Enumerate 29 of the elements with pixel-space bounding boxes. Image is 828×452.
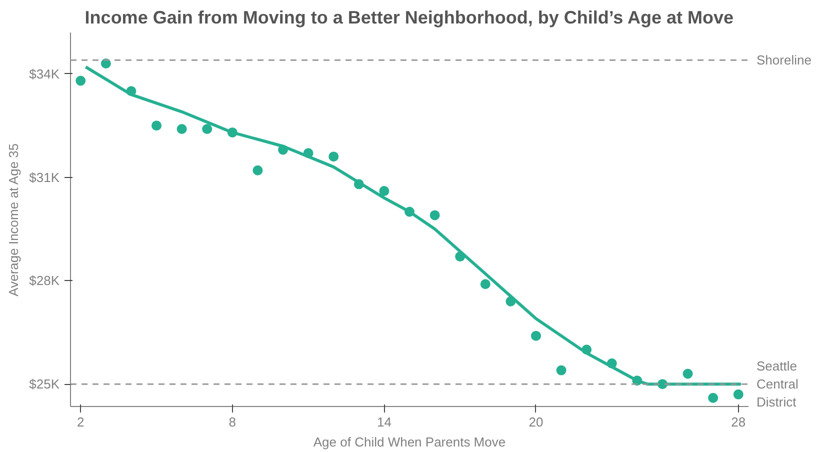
line-series [84, 65, 742, 386]
y-tick-label: $34K [29, 66, 60, 82]
point [76, 76, 86, 86]
point [379, 186, 390, 196]
point [708, 392, 718, 403]
point [430, 210, 440, 220]
x-tick-label: 2 [77, 414, 84, 430]
x-axis-title: Age of Child When Parents Move [313, 434, 506, 450]
point [152, 120, 162, 131]
x-tick-label: 14 [376, 414, 392, 430]
ref-line-label: Seattle Central District [756, 358, 799, 410]
x-tick-label: 20 [528, 414, 544, 430]
point [530, 330, 541, 341]
point [252, 165, 263, 176]
y-tick-label: $28K [29, 273, 60, 288]
x-tick-label: 8 [228, 414, 236, 430]
y-axis-title: Average Income at Age 35 [6, 143, 22, 296]
point [202, 124, 212, 134]
y-tick-label: $31K [29, 170, 60, 185]
point [682, 368, 693, 379]
point [556, 365, 566, 376]
ref-line-label: Shoreline [756, 52, 812, 68]
chart-title: Income Gain from Moving to a Better Neighborhood, by Child’s Age at Move [84, 8, 734, 28]
point [328, 152, 339, 162]
point [176, 124, 187, 134]
point [733, 389, 744, 400]
x-tick-label: 28 [731, 414, 746, 430]
y-tick-label: $25K [29, 376, 60, 392]
point [480, 279, 490, 290]
